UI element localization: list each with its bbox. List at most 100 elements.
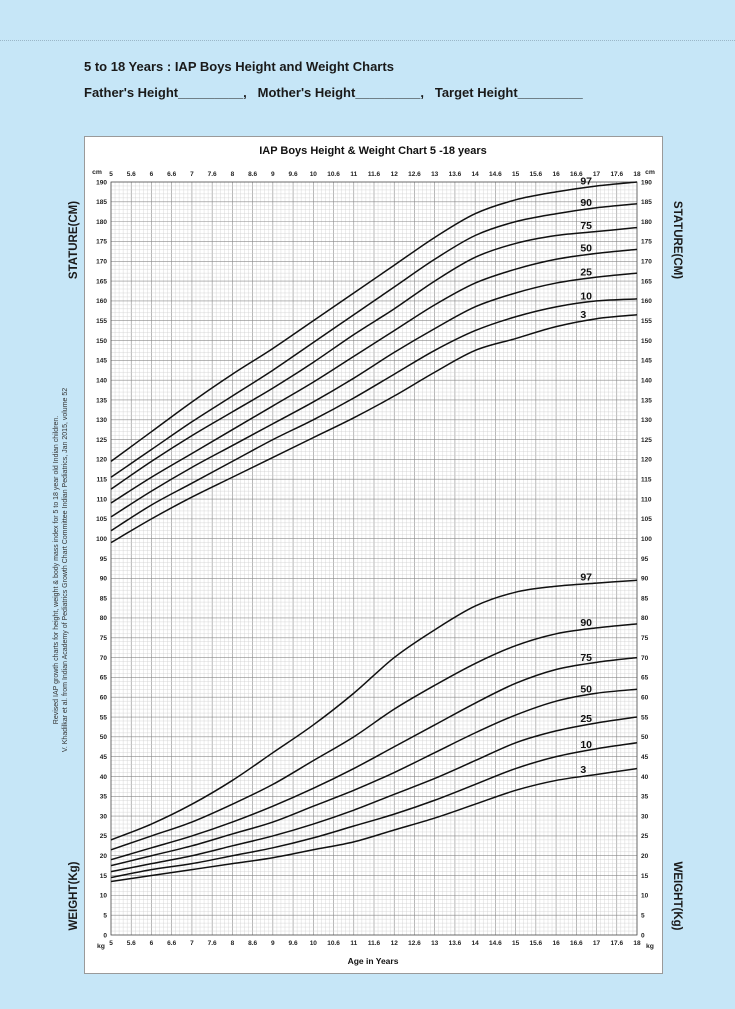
right-stature-label: STATURE(CM) bbox=[671, 201, 683, 279]
y-tick-label-left: 140 bbox=[96, 377, 107, 384]
y-tick-label-right: 35 bbox=[641, 794, 649, 801]
y-tick-label-right: 150 bbox=[641, 338, 652, 345]
y-tick-label-right: 0 bbox=[641, 932, 645, 939]
weight-label-p75: 75 bbox=[580, 652, 592, 664]
y-tick-label-right: 170 bbox=[641, 259, 652, 266]
y-tick-label-right: 115 bbox=[641, 477, 652, 484]
x-tick-label-bottom: 10 bbox=[310, 940, 318, 947]
y-tick-label-left: 25 bbox=[100, 833, 108, 840]
y-tick-label-left: 85 bbox=[100, 595, 108, 602]
x-tick-label-bottom: 6 bbox=[150, 940, 154, 947]
y-tick-label-left: 30 bbox=[100, 813, 108, 820]
x-tick-label-top: 9 bbox=[271, 171, 275, 178]
x-tick-label-bottom: 15 bbox=[512, 940, 520, 947]
y-tick-label-left: 55 bbox=[100, 714, 108, 721]
x-tick-label-top: 13 bbox=[431, 171, 439, 178]
y-tick-label-right: 185 bbox=[641, 199, 652, 206]
x-tick-label-top: 15 bbox=[512, 171, 520, 178]
weight-label-p10: 10 bbox=[580, 739, 592, 751]
x-tick-label-bottom: 17 bbox=[593, 940, 601, 947]
weight-curve-p10 bbox=[110, 742, 638, 879]
weight-curve-p3 bbox=[110, 767, 638, 883]
y-tick-label-left: 190 bbox=[96, 179, 107, 186]
right-weight-label: WEIGHT(Kg) bbox=[671, 862, 683, 931]
credit-line-1: Revised IAP growth charts for height, we… bbox=[53, 416, 60, 724]
y-tick-label-right: 10 bbox=[641, 893, 649, 900]
x-tick-label-top: 12.6 bbox=[408, 171, 421, 178]
y-tick-label-right: 125 bbox=[641, 437, 652, 444]
height-curve-p75 bbox=[110, 226, 638, 490]
y-tick-label-left: 10 bbox=[100, 893, 108, 900]
y-tick-label-left: 105 bbox=[96, 516, 107, 523]
x-tick-label-top: 6 bbox=[150, 171, 154, 178]
y-tick-label-left: 60 bbox=[100, 695, 108, 702]
y-tick-label-left: 125 bbox=[96, 437, 107, 444]
y-tick-label-right: 130 bbox=[641, 417, 652, 424]
height-curve-p25 bbox=[110, 272, 638, 518]
height-label-p97: 97 bbox=[580, 175, 592, 187]
y-tick-label-left: 185 bbox=[96, 199, 107, 206]
x-tick-label-bottom: 6.6 bbox=[167, 940, 176, 947]
unit-kg-right: kg bbox=[646, 943, 654, 950]
height-label-p90: 90 bbox=[580, 197, 592, 209]
x-tick-label-bottom: 12.6 bbox=[408, 940, 421, 947]
y-tick-label-right: 95 bbox=[641, 556, 649, 563]
height-curve-p3 bbox=[110, 314, 638, 544]
y-tick-label-right: 80 bbox=[641, 615, 649, 622]
weight-curve-p75 bbox=[110, 656, 638, 861]
y-tick-label-left: 50 bbox=[100, 734, 108, 741]
y-tick-label-left: 80 bbox=[100, 615, 108, 622]
y-tick-label-right: 180 bbox=[641, 219, 652, 226]
x-tick-label-top: 17.6 bbox=[610, 171, 623, 178]
x-tick-label-top: 6.6 bbox=[167, 171, 176, 178]
y-tick-label-left: 0 bbox=[103, 932, 107, 939]
y-tick-label-left: 120 bbox=[96, 457, 107, 464]
y-tick-label-right: 60 bbox=[641, 695, 649, 702]
y-tick-label-right: 15 bbox=[641, 873, 649, 880]
y-tick-label-right: 70 bbox=[641, 655, 649, 662]
x-tick-label-bottom: 11.6 bbox=[368, 940, 381, 947]
y-tick-label-right: 100 bbox=[641, 536, 652, 543]
y-tick-label-right: 160 bbox=[641, 298, 652, 305]
x-tick-label-bottom: 18 bbox=[633, 940, 641, 947]
x-tick-label-bottom: 17.6 bbox=[610, 940, 623, 947]
unit-cm-right: cm bbox=[645, 169, 655, 176]
y-tick-label-left: 75 bbox=[100, 635, 108, 642]
x-tick-label-bottom: 13.6 bbox=[449, 940, 462, 947]
height-curve-p90 bbox=[110, 203, 638, 478]
y-tick-label-left: 130 bbox=[96, 417, 107, 424]
y-tick-label-left: 160 bbox=[96, 298, 107, 305]
y-tick-label-left: 70 bbox=[100, 655, 108, 662]
unit-cm-left: cm bbox=[92, 169, 102, 176]
x-tick-label-bottom: 15.6 bbox=[530, 940, 543, 947]
x-tick-label-bottom: 14.6 bbox=[489, 940, 502, 947]
x-tick-label-top: 10 bbox=[310, 171, 318, 178]
x-tick-label-top: 16 bbox=[552, 171, 560, 178]
y-tick-label-left: 135 bbox=[96, 397, 107, 404]
x-tick-label-bottom: 14 bbox=[472, 940, 480, 947]
x-axis-label: Age in Years bbox=[348, 956, 399, 966]
weight-label-p25: 25 bbox=[580, 713, 592, 725]
y-tick-label-left: 40 bbox=[100, 774, 108, 781]
x-tick-label-bottom: 9.6 bbox=[289, 940, 298, 947]
y-tick-label-right: 5 bbox=[641, 912, 645, 919]
x-tick-label-top: 5.6 bbox=[127, 171, 136, 178]
y-tick-label-right: 65 bbox=[641, 675, 649, 682]
y-tick-label-left: 145 bbox=[96, 358, 107, 365]
y-tick-label-right: 165 bbox=[641, 278, 652, 285]
y-tick-label-right: 110 bbox=[641, 496, 652, 503]
y-tick-label-right: 55 bbox=[641, 714, 649, 721]
y-tick-label-right: 145 bbox=[641, 358, 652, 365]
page-title: 5 to 18 Years : IAP Boys Height and Weig… bbox=[84, 59, 394, 74]
x-tick-label-top: 15.6 bbox=[530, 171, 543, 178]
y-tick-label-left: 175 bbox=[96, 239, 107, 246]
x-tick-label-bottom: 12 bbox=[391, 940, 399, 947]
y-tick-label-left: 5 bbox=[103, 912, 107, 919]
height-label-p10: 10 bbox=[580, 290, 592, 302]
y-tick-label-left: 90 bbox=[100, 576, 108, 583]
y-tick-label-left: 15 bbox=[100, 873, 108, 880]
y-tick-label-left: 180 bbox=[96, 219, 107, 226]
x-tick-label-top: 5 bbox=[109, 171, 113, 178]
chart-series-lines bbox=[110, 181, 638, 883]
y-tick-label-left: 115 bbox=[97, 477, 108, 484]
